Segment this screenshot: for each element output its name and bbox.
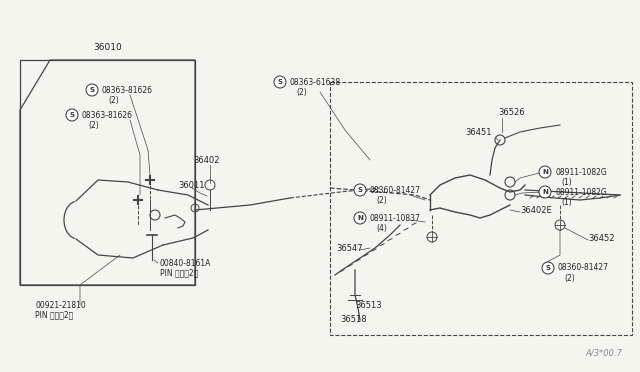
Text: 36451: 36451 [465,128,492,137]
Text: (2): (2) [376,196,387,205]
Circle shape [66,109,78,121]
Text: 36526: 36526 [498,108,525,116]
Circle shape [539,166,551,178]
Text: 08360-81427: 08360-81427 [370,186,421,195]
Text: S: S [278,79,282,85]
Text: 08363-61638: 08363-61638 [290,77,341,87]
Circle shape [86,84,98,96]
Bar [20,60,195,285]
Text: 08363-81626: 08363-81626 [82,110,133,119]
Text: 08911-10837: 08911-10837 [370,214,421,222]
Text: 00921-21810: 00921-21810 [35,301,86,310]
Circle shape [354,184,366,196]
Text: S: S [545,265,550,271]
Text: 08911-1082G: 08911-1082G [555,167,607,176]
Text: 36402E: 36402E [520,205,552,215]
Text: (2): (2) [108,96,119,105]
Text: S: S [90,87,95,93]
Text: 36011: 36011 [178,180,205,189]
Text: (1): (1) [561,177,572,186]
Text: 08911-1082G: 08911-1082G [555,187,607,196]
Text: (1): (1) [561,198,572,206]
Text: S: S [70,112,74,118]
Text: 08360-81427: 08360-81427 [558,263,609,273]
Circle shape [354,212,366,224]
Text: 36402: 36402 [193,155,220,164]
Text: 00840-8161A: 00840-8161A [160,259,211,267]
Circle shape [539,186,551,198]
Text: 08363-81626: 08363-81626 [102,86,153,94]
Text: 36518: 36518 [340,315,367,324]
Text: (4): (4) [376,224,387,232]
Text: (2): (2) [296,87,307,96]
Circle shape [542,262,554,274]
Text: (2): (2) [88,121,99,129]
Text: 36452: 36452 [588,234,614,243]
Text: PIN ビン（2）: PIN ビン（2） [160,269,198,278]
Text: N: N [542,189,548,195]
Text: S: S [358,187,362,193]
Text: 36010: 36010 [93,43,122,52]
Text: N: N [357,215,363,221]
Bar [330,82,632,335]
Text: N: N [542,169,548,175]
Text: PIN ビン（2）: PIN ビン（2） [35,311,73,320]
Circle shape [274,76,286,88]
Text: (2): (2) [564,273,575,282]
Text: 36547: 36547 [336,244,363,253]
Text: 36513: 36513 [355,301,381,310]
Text: A/3*00.7: A/3*00.7 [585,349,622,358]
